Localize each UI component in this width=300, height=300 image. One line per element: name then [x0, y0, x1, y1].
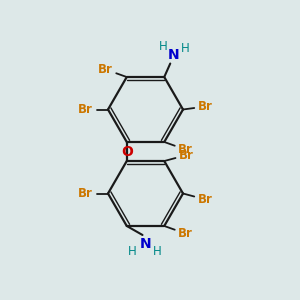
Text: Br: Br	[178, 143, 193, 156]
Text: Br: Br	[78, 103, 93, 116]
Text: Br: Br	[178, 227, 193, 240]
Text: Br: Br	[198, 100, 213, 113]
Text: N: N	[167, 47, 179, 61]
Text: H: H	[158, 40, 167, 52]
Text: H: H	[181, 42, 190, 55]
Text: H: H	[153, 245, 162, 258]
Text: Br: Br	[198, 193, 213, 206]
Text: H: H	[128, 245, 136, 258]
Text: Br: Br	[98, 63, 113, 76]
Text: O: O	[121, 145, 133, 158]
Text: Br: Br	[179, 148, 194, 161]
Text: Br: Br	[78, 187, 93, 200]
Text: N: N	[140, 237, 151, 251]
